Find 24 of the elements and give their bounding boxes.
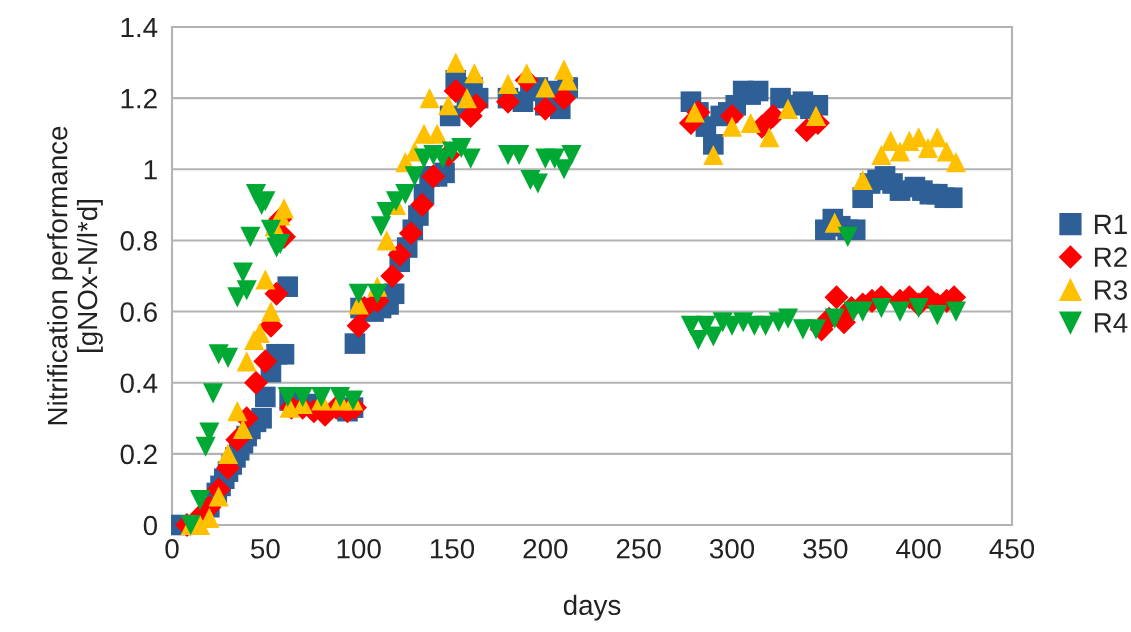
x-tick-label: 100 [337,538,381,559]
y-tick-label: 0.8 [120,231,157,251]
legend-label: R2 [1094,247,1127,267]
x-tick-label: 50 [251,538,280,559]
legend-label: R4 [1094,313,1128,333]
y-tick-label: 1.4 [121,17,158,38]
legend-label: R3 [1094,280,1127,300]
x-axis-title: days [563,594,621,621]
x-tick-label: 150 [430,538,475,559]
x-tick-label: 300 [709,538,755,559]
y-tick-label: 1.2 [121,88,157,109]
x-tick-label: 450 [989,538,1035,559]
x-tick-label: 250 [616,538,661,559]
y-tick-label: 1 [144,160,157,180]
y-tick-label: 0.4 [120,373,158,394]
y-axis-title: Nitrification performance [gNOx-N/l*d] [47,126,103,425]
x-tick-label: 200 [523,538,568,559]
y-tick-label: 0.2 [120,444,157,465]
x-tick-label: 400 [896,538,941,559]
legend-label: R1 [1094,214,1127,234]
x-tick-label: 0 [165,538,179,559]
x-tick-label: 350 [803,538,848,559]
y-tick-label: 0 [143,515,158,536]
y-tick-label: 0.6 [120,302,157,322]
